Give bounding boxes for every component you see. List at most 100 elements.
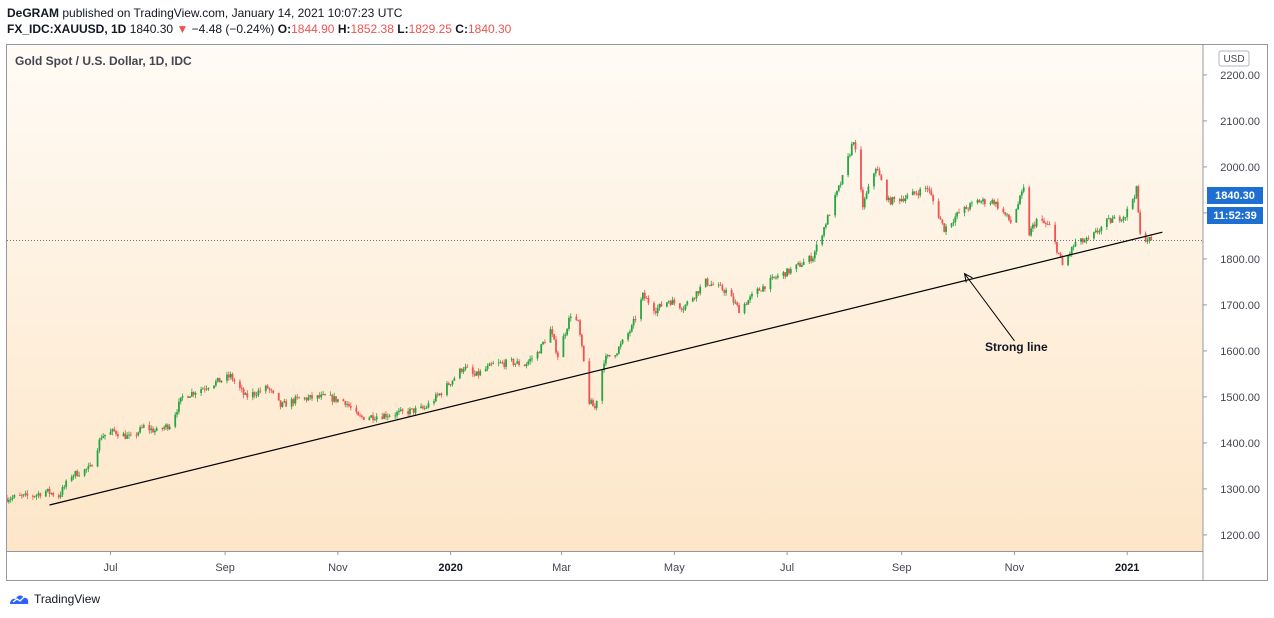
candle	[1139, 209, 1142, 236]
footer-brand[interactable]: TradingView	[8, 592, 100, 606]
candle	[31, 494, 34, 500]
candle	[59, 491, 62, 499]
candle	[924, 185, 927, 192]
price-tick-label: 1800.00	[1220, 254, 1260, 266]
candle	[854, 139, 857, 153]
time-tick-label: May	[664, 562, 685, 574]
price-chart[interactable]: Strong line 1200.00 1300.00 1400.00 1500.00…	[7, 45, 1267, 580]
candle	[950, 222, 953, 228]
candle	[588, 358, 591, 406]
candle	[569, 313, 572, 322]
candle	[153, 428, 156, 436]
candle	[693, 297, 696, 301]
candle	[656, 304, 659, 317]
candle	[758, 287, 761, 291]
candle	[873, 172, 875, 190]
candle	[564, 332, 567, 339]
candle	[699, 284, 702, 296]
candle	[213, 385, 215, 390]
candle	[141, 424, 143, 429]
price-tick-label: 1600.00	[1220, 346, 1260, 358]
tradingview-logo-icon	[10, 595, 29, 604]
candle	[1124, 217, 1127, 221]
candle	[680, 307, 683, 313]
candle	[697, 290, 700, 297]
candle	[422, 404, 424, 410]
candle	[967, 207, 970, 212]
candle	[632, 316, 635, 329]
candle	[268, 387, 271, 393]
candle	[129, 431, 132, 437]
publish-line: DeGRAM published on TradingView.com, Jan…	[7, 6, 402, 20]
candle	[1105, 217, 1108, 230]
candle	[251, 388, 254, 401]
candle	[1067, 254, 1069, 267]
candle	[91, 464, 93, 467]
candle	[721, 283, 724, 292]
candle	[311, 392, 313, 402]
candle	[991, 198, 994, 205]
candle	[1057, 252, 1060, 255]
candle	[1020, 189, 1023, 199]
candle	[763, 286, 766, 292]
candle	[904, 194, 907, 204]
candle	[995, 201, 997, 208]
candle	[1033, 221, 1036, 229]
time-axis[interactable]: Jul Sep Nov 2020 Mar May Jul Sep Nov 2021	[103, 551, 1139, 574]
candle	[616, 352, 618, 357]
candle	[876, 166, 879, 171]
last-price: 1840.30	[129, 22, 174, 36]
time-tick-label: 2020	[438, 562, 462, 574]
candle	[161, 427, 164, 432]
candle	[1081, 237, 1084, 245]
candle	[277, 392, 280, 401]
candle	[945, 223, 947, 236]
candle	[614, 355, 617, 359]
candle	[540, 343, 543, 355]
currency-button[interactable]: USD	[1218, 50, 1250, 67]
candle	[264, 384, 267, 394]
candle	[83, 468, 86, 478]
annotation-arrow[interactable]	[964, 273, 1015, 342]
open-value: 1844.90	[291, 22, 335, 36]
candle	[915, 190, 918, 196]
candle	[800, 262, 803, 268]
candle	[48, 486, 51, 498]
candle	[324, 393, 326, 396]
candle	[336, 398, 339, 403]
candle	[187, 395, 190, 399]
candle	[645, 295, 648, 299]
candle	[296, 394, 299, 400]
low-value: 1829.25	[408, 22, 452, 36]
candle	[126, 432, 129, 440]
candle	[61, 484, 64, 498]
candle	[344, 400, 347, 408]
annotation-label[interactable]: Strong line	[985, 340, 1048, 354]
candle	[109, 428, 112, 435]
candle	[124, 430, 127, 440]
candle	[329, 391, 332, 396]
candle	[22, 493, 25, 498]
candle	[595, 400, 598, 411]
trendline[interactable]	[49, 231, 1163, 506]
candle	[488, 362, 491, 366]
candle	[566, 327, 569, 337]
candle	[203, 385, 206, 393]
candle	[941, 219, 944, 225]
candle	[318, 392, 321, 399]
candle	[349, 402, 352, 411]
candle	[928, 186, 931, 194]
candle	[812, 256, 814, 263]
candle	[464, 363, 467, 372]
candle	[795, 264, 798, 273]
candle	[37, 490, 40, 499]
candle	[218, 377, 221, 383]
candle	[1100, 225, 1103, 235]
candle	[577, 319, 580, 322]
time-tick-label: Jul	[780, 562, 794, 574]
candle	[399, 406, 402, 412]
candle	[529, 355, 532, 365]
candle	[155, 426, 158, 432]
candle	[501, 360, 504, 365]
candle	[394, 412, 397, 419]
